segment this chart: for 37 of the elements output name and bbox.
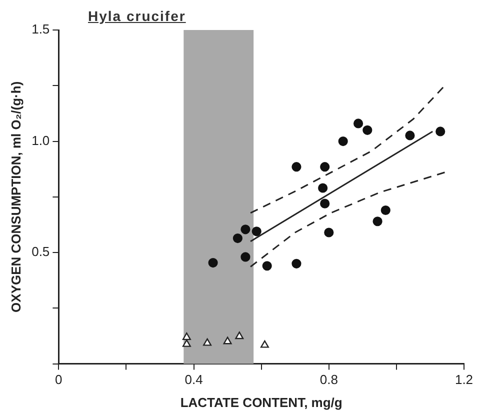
point <box>292 258 302 268</box>
point <box>182 332 191 340</box>
point <box>292 162 302 172</box>
point <box>208 258 218 268</box>
point <box>320 198 330 208</box>
point <box>380 205 390 216</box>
point <box>240 224 250 234</box>
y-tick-label: 1.5 <box>32 22 50 37</box>
point <box>240 252 250 262</box>
point <box>320 162 330 172</box>
point <box>353 118 364 128</box>
chart-title: Hyla crucifer <box>88 8 186 24</box>
y-tick-label: 1.0 <box>32 132 50 148</box>
point <box>232 233 242 244</box>
point <box>362 125 372 135</box>
point <box>318 183 328 193</box>
x-tick-label: 0.4 <box>184 372 203 388</box>
point <box>324 228 334 238</box>
point <box>262 261 272 271</box>
point <box>223 336 232 344</box>
point <box>203 338 212 346</box>
point <box>436 126 446 136</box>
point <box>405 130 415 140</box>
y-axis-title: OXYGEN CONSUMPTION, ml O₂/(g·h) <box>8 81 24 312</box>
line-series <box>250 171 448 268</box>
x-tick-label: 1.2 <box>454 372 474 388</box>
x-tick-label: 0 <box>55 372 62 388</box>
x-axis-title: LACTATE CONTENT, mg/g <box>180 394 342 410</box>
x-tick-label: 0.8 <box>320 372 338 388</box>
line-series <box>250 84 446 214</box>
point <box>372 216 382 226</box>
y-tick-label: 0.5 <box>32 244 50 260</box>
point <box>252 226 262 236</box>
point <box>235 332 244 340</box>
point <box>260 340 269 348</box>
point <box>338 136 348 146</box>
point <box>182 339 191 347</box>
